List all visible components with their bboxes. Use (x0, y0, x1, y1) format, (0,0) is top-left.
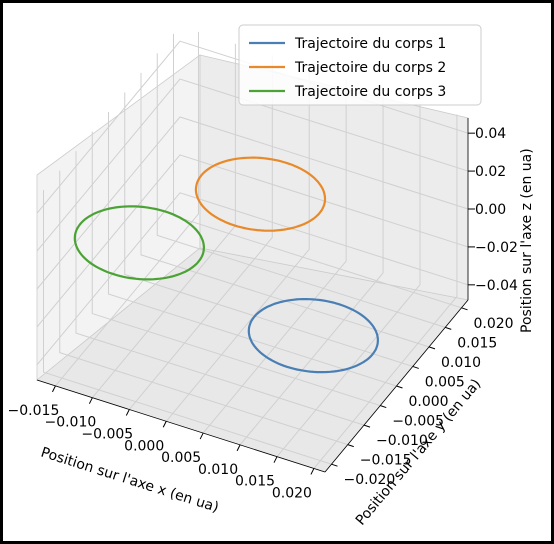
x-tick (273, 456, 278, 463)
x-tick (52, 385, 56, 393)
y-tick (331, 463, 338, 467)
trajectories (73, 156, 380, 374)
grid-line-z (36, 192, 469, 366)
grid-line-y (59, 170, 348, 446)
x-tick-label: 0.015 (235, 474, 275, 490)
z-tick-labels: −0.04 −0.02 0.00 0.02 0.04 (475, 126, 518, 294)
grid-line-z (36, 78, 469, 252)
grid-line-x (276, 102, 421, 457)
grid-line-y (108, 112, 397, 387)
grid-line-y (43, 190, 332, 465)
grid-line-x (313, 114, 458, 469)
legend-label-2: Trajectoire du corps 2 (294, 60, 446, 76)
grid-line-y (156, 53, 446, 328)
trajectory-2 (194, 156, 327, 232)
y-tick (445, 326, 452, 330)
y-tick (347, 444, 354, 448)
legend-box (238, 24, 482, 106)
y-tick (363, 424, 371, 428)
y-tick (428, 346, 436, 350)
y-tick-label: 0.005 (425, 374, 465, 390)
y-tick-label: −0.015 (360, 453, 412, 469)
y-tick-label: −0.010 (376, 433, 428, 449)
legend-label-1: Trajectoire du corps 1 (294, 36, 446, 52)
grid-line-z (36, 116, 469, 290)
y-tick-label: −0.005 (392, 414, 444, 430)
x-tick (162, 421, 167, 428)
grid-line-x (165, 67, 310, 422)
legend: Trajectoire du corps 1 Trajectoire du co… (238, 24, 482, 106)
z-tick-label: 0.04 (475, 126, 506, 142)
grid-line-y (140, 72, 430, 348)
grid-lines (36, 31, 469, 469)
grid-line-y (91, 131, 381, 407)
grid-line-y (124, 92, 413, 367)
grid-line-x (202, 79, 347, 434)
x-tick (236, 444, 241, 452)
trajectory-1 (247, 298, 380, 374)
axis-ticks (52, 132, 475, 475)
grid-line-z (36, 154, 469, 328)
x-tick-labels: −0.015−0.010−0.0050.0000.0050.0100.0150.… (8, 403, 312, 502)
z-tick-label: 0.02 (475, 164, 506, 180)
x-tick-label: −0.015 (8, 403, 60, 419)
y-tick-label: 0.000 (409, 394, 449, 410)
x-tick-label: 0.020 (272, 485, 312, 501)
x-tick-label: 0.000 (124, 438, 164, 454)
legend-label-3: Trajectoire du corps 3 (294, 84, 446, 100)
trajectory-3 (73, 205, 206, 281)
y-tick (412, 365, 419, 369)
y-tick (380, 405, 387, 409)
x-tick-label: 0.010 (198, 462, 238, 478)
x-tick-label: 0.005 (161, 450, 201, 466)
z-tick-label: −0.04 (475, 278, 518, 294)
x-tick (125, 409, 130, 416)
y-tick-labels: −0.020 −0.015 −0.010 −0.005 0.000 0.005 0.010 0… (344, 316, 514, 488)
x-tick-label: −0.010 (44, 415, 96, 431)
x-tick (310, 468, 315, 475)
y-tick (461, 307, 468, 311)
z-tick-label: 0.00 (475, 202, 506, 218)
z-axis-label: Position sur l'axe z (en ua) (519, 148, 535, 333)
grid-line-y (75, 151, 365, 426)
y-tick-label: 0.010 (441, 355, 481, 371)
grid-line-y (173, 33, 462, 309)
z-tick-label: −0.02 (475, 240, 518, 256)
x-tick-label: −0.005 (81, 426, 133, 442)
y-tick-label: −0.020 (344, 472, 396, 488)
x-tick (88, 397, 93, 404)
grid-line-x (239, 90, 384, 446)
y-tick-label: 0.015 (457, 335, 497, 351)
x-tick (199, 432, 204, 440)
y-tick (396, 385, 403, 389)
grid-line-x (128, 55, 273, 410)
grid-line-x (55, 31, 199, 387)
y-tick-label: 0.020 (474, 316, 514, 332)
